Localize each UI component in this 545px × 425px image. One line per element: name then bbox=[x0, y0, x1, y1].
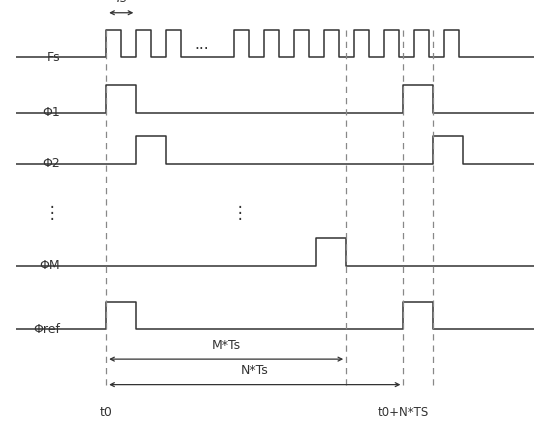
Text: Fs: Fs bbox=[46, 51, 60, 64]
Text: M*Ts: M*Ts bbox=[211, 339, 241, 352]
Text: t0: t0 bbox=[100, 406, 113, 419]
Text: ⋮: ⋮ bbox=[232, 204, 248, 221]
Text: Ts: Ts bbox=[115, 0, 128, 5]
Text: t0+N*TS: t0+N*TS bbox=[378, 406, 429, 419]
Text: ΦM: ΦM bbox=[39, 259, 60, 272]
Text: Φ2: Φ2 bbox=[42, 157, 60, 170]
Text: Φref: Φref bbox=[33, 323, 60, 336]
Text: Φ1: Φ1 bbox=[42, 106, 60, 119]
Text: ⋮: ⋮ bbox=[44, 204, 60, 221]
Text: ...: ... bbox=[195, 37, 209, 52]
Text: N*Ts: N*Ts bbox=[241, 364, 269, 377]
